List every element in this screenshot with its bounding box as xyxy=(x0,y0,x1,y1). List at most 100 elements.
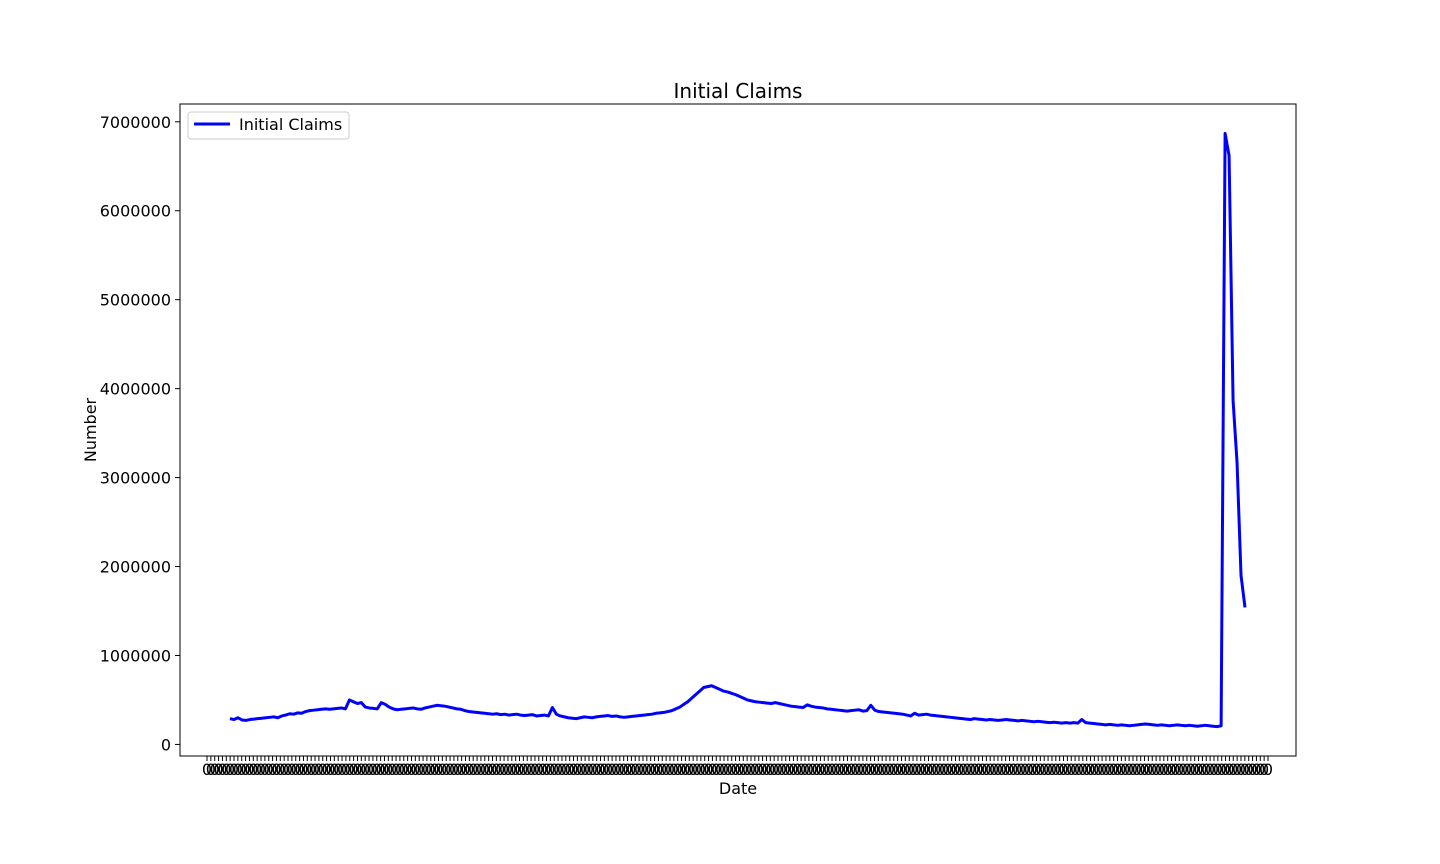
x-tick-label: 0 xyxy=(522,760,532,779)
x-tick-label: 0 xyxy=(630,760,640,779)
x-tick-label: 0 xyxy=(966,760,976,779)
y-tick-label: 1000000 xyxy=(100,646,171,665)
x-tick-label: 0 xyxy=(792,760,802,779)
x-tick-label: 0 xyxy=(1128,760,1138,779)
x-tick-label: 0 xyxy=(873,760,883,779)
x-tick-label: 0 xyxy=(676,760,686,779)
x-tick-label: 0 xyxy=(989,760,999,779)
legend: Initial Claims xyxy=(187,111,350,140)
x-tick-label: 0 xyxy=(1031,760,1041,779)
x-tick-label: 0 xyxy=(804,760,814,779)
x-tick-label: 0 xyxy=(1055,760,1065,779)
x-tick-label: 0 xyxy=(1217,760,1227,779)
x-tick-label: 0 xyxy=(210,760,220,779)
x-tick-label: 0 xyxy=(275,760,285,779)
x-tick-label: 0 xyxy=(1058,760,1068,779)
x-tick-label: 0 xyxy=(1101,760,1111,779)
x-tick-label: 0 xyxy=(977,760,987,779)
x-tick-label: 0 xyxy=(457,760,467,779)
series-line-initial-claims xyxy=(229,131,1247,729)
x-tick-label: 0 xyxy=(333,760,343,779)
x-tick-label: 0 xyxy=(267,760,277,779)
x-tick-label: 0 xyxy=(885,760,895,779)
x-tick-label: 0 xyxy=(808,760,818,779)
x-tick-label: 0 xyxy=(553,760,563,779)
x-tick-label: 0 xyxy=(730,760,740,779)
x-tick-label: 0 xyxy=(1074,760,1084,779)
x-tick-label: 0 xyxy=(264,760,274,779)
x-tick-label: 0 xyxy=(1213,760,1223,779)
x-tick-label: 0 xyxy=(376,760,386,779)
x-tick-label: 0 xyxy=(383,760,393,779)
x-tick-label: 0 xyxy=(1143,760,1153,779)
x-tick-label: 0 xyxy=(734,760,744,779)
x-tick-label: 0 xyxy=(414,760,424,779)
x-tick-label: 0 xyxy=(1251,760,1261,779)
x-tick-label: 0 xyxy=(846,760,856,779)
x-tick-label: 0 xyxy=(750,760,760,779)
x-tick-label: 0 xyxy=(727,760,737,779)
x-tick-label: 0 xyxy=(302,760,312,779)
x-tick-label: 0 xyxy=(206,760,216,779)
x-tick-label: 0 xyxy=(700,760,710,779)
x-axis-ticks: 0000000000000000000000000000000000000000… xyxy=(202,756,1273,779)
x-tick-label: 0 xyxy=(356,760,366,779)
x-tick-label: 0 xyxy=(842,760,852,779)
x-tick-label: 0 xyxy=(360,760,370,779)
x-tick-label: 0 xyxy=(1163,760,1173,779)
x-tick-label: 0 xyxy=(889,760,899,779)
x-tick-label: 0 xyxy=(283,760,293,779)
x-tick-label: 0 xyxy=(904,760,914,779)
x-tick-label: 0 xyxy=(657,760,667,779)
x-tick-label: 0 xyxy=(1105,760,1115,779)
x-tick-label: 0 xyxy=(460,760,470,779)
x-tick-label: 0 xyxy=(912,760,922,779)
x-tick-label: 0 xyxy=(1039,760,1049,779)
x-tick-label: 0 xyxy=(997,760,1007,779)
x-tick-label: 0 xyxy=(1024,760,1034,779)
x-tick-label: 0 xyxy=(341,760,351,779)
x-tick-label: 0 xyxy=(545,760,555,779)
x-tick-label: 0 xyxy=(1078,760,1088,779)
x-tick-label: 0 xyxy=(607,760,617,779)
x-tick-label: 0 xyxy=(1112,760,1122,779)
y-axis-label: Number xyxy=(81,397,100,462)
x-tick-label: 0 xyxy=(468,760,478,779)
x-tick-label: 0 xyxy=(403,760,413,779)
x-tick-label: 0 xyxy=(831,760,841,779)
x-tick-label: 0 xyxy=(877,760,887,779)
x-tick-label: 0 xyxy=(742,760,752,779)
x-tick-label: 0 xyxy=(757,760,767,779)
x-tick-label: 0 xyxy=(1174,760,1184,779)
x-tick-label: 0 xyxy=(433,760,443,779)
x-tick-label: 0 xyxy=(1082,760,1092,779)
x-tick-label: 0 xyxy=(1197,760,1207,779)
x-tick-label: 0 xyxy=(298,760,308,779)
x-tick-label: 0 xyxy=(815,760,825,779)
x-tick-label: 0 xyxy=(1209,760,1219,779)
x-tick-label: 0 xyxy=(1089,760,1099,779)
x-tick-label: 0 xyxy=(943,760,953,779)
chart-title: Initial Claims xyxy=(674,79,803,103)
x-tick-label: 0 xyxy=(1259,760,1269,779)
x-tick-label: 0 xyxy=(1070,760,1080,779)
x-tick-label: 0 xyxy=(1244,760,1254,779)
x-tick-label: 0 xyxy=(1232,760,1242,779)
x-tick-label: 0 xyxy=(1028,760,1038,779)
plot-frame xyxy=(179,103,1297,757)
x-tick-label: 0 xyxy=(669,760,679,779)
x-tick-label: 0 xyxy=(1066,760,1076,779)
y-tick-label: 6000000 xyxy=(100,202,171,221)
x-tick-label: 0 xyxy=(233,760,243,779)
x-tick-label: 0 xyxy=(827,760,837,779)
x-tick-label: 0 xyxy=(696,760,706,779)
x-tick-label: 0 xyxy=(568,760,578,779)
x-tick-label: 0 xyxy=(306,760,316,779)
x-tick-label: 0 xyxy=(723,760,733,779)
y-tick-label: 3000000 xyxy=(100,469,171,488)
x-tick-label: 0 xyxy=(244,760,254,779)
x-tick-label: 0 xyxy=(484,760,494,779)
x-tick-label: 0 xyxy=(1186,760,1196,779)
x-tick-label: 0 xyxy=(784,760,794,779)
